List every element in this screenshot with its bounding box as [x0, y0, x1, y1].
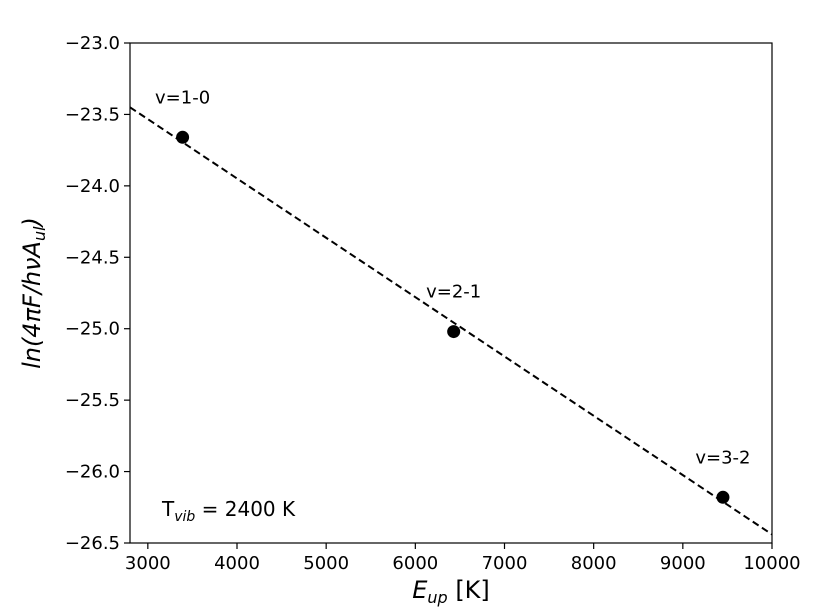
x-axis-label-gap: [448, 576, 456, 604]
x-axis-label-main: E: [412, 576, 428, 604]
x-tick-label-5: 7000: [482, 553, 528, 574]
tvib-prefix: T: [161, 497, 175, 521]
x-tick-label-6: 8000: [571, 553, 617, 574]
y-tick-label-1: −23.0: [65, 33, 120, 54]
y-tick-label-6: −25.5: [65, 390, 120, 411]
point-label-1: v=1-0: [155, 87, 210, 108]
y-tick-label-8: −26.5: [65, 533, 120, 554]
plot-frame: [129, 42, 773, 544]
x-tick-label-8: 10000: [743, 553, 800, 574]
x-axis-label-subscript: up: [427, 588, 447, 607]
y-axis-label: ln(4πF/hνAul): [18, 217, 49, 369]
data-point-2: [447, 325, 461, 339]
tvib-annotation: Tvib = 2400 K: [161, 497, 296, 525]
x-tick-label-4: 6000: [392, 553, 438, 574]
x-tick-label-1: 3000: [125, 553, 171, 574]
tvib-value: = 2400 K: [195, 497, 296, 521]
data-point-3: [716, 490, 730, 504]
fit-line-layer: [129, 106, 773, 536]
fit-line: [129, 106, 773, 536]
y-tick-label-2: −23.5: [65, 104, 120, 125]
y-tick-label-3: −24.0: [65, 176, 120, 197]
data-points-layer: [176, 130, 730, 504]
y-tick-label-4: −24.5: [65, 247, 120, 268]
data-point-1: [176, 130, 190, 144]
x-axis-label-unit: [K]: [455, 576, 489, 604]
x-tick-label-3: 5000: [303, 553, 349, 574]
y-tick-label-5: −25.0: [65, 319, 120, 340]
y-axis-label-subscript: ul: [30, 226, 49, 241]
x-tick-label-2: 4000: [214, 553, 260, 574]
point-label-3: v=3-2: [695, 447, 750, 468]
x-axis-label: Eup [K]: [412, 576, 490, 607]
ticks-layer: 3000 4000 5000 6000 7000 8000 9000 10000 −23.0 −2…: [65, 33, 801, 574]
point-label-2: v=2-1: [426, 282, 481, 303]
point-labels-layer: v=1-0 v=2-1 v=3-2: [155, 87, 750, 468]
y-axis-label-close: ): [18, 217, 46, 228]
y-tick-label-7: −26.0: [65, 462, 120, 483]
x-tick-label-7: 9000: [660, 553, 706, 574]
y-axis-label-main: ln(4πF/hνA: [18, 241, 46, 369]
tvib-subscript: vib: [174, 509, 195, 525]
